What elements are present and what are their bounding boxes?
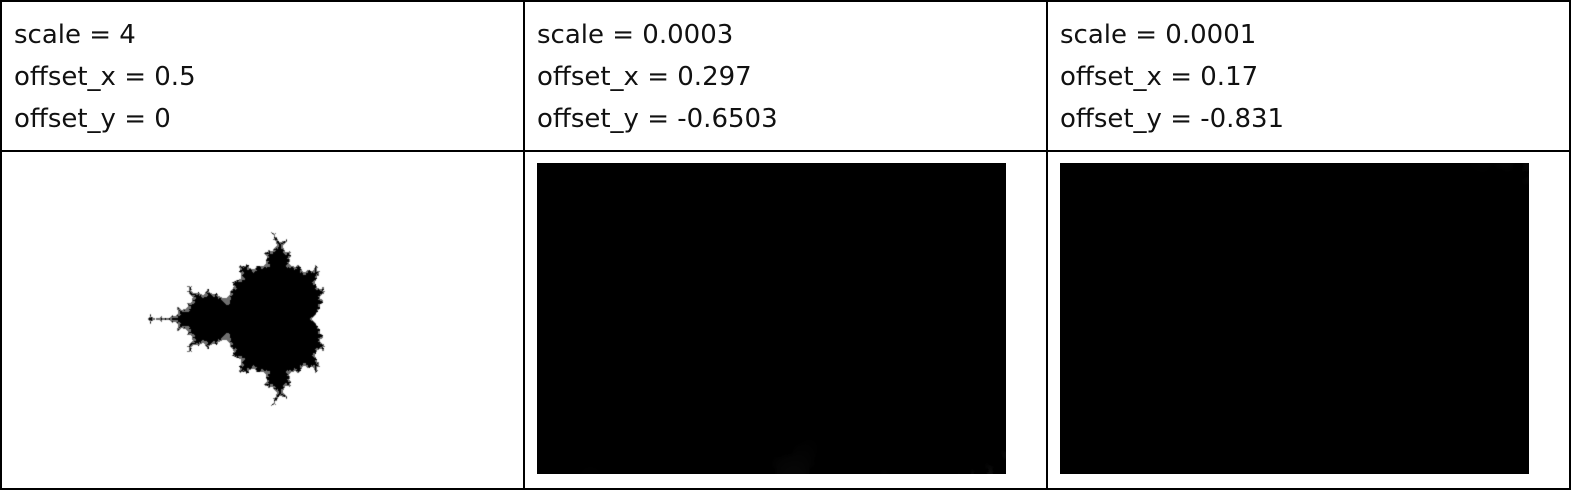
panel-1-fractal-frame [14, 163, 483, 474]
panel-1-mandelbrot-image [14, 163, 483, 474]
panel-3-scale: scale = 0.0001 [1060, 20, 1257, 50]
panel-2-parameters: scale = 0.0003 offset_x = 0.297 offset_y… [523, 0, 1048, 152]
panel-2-offset-y: offset_y = -0.6503 [537, 104, 778, 134]
panel-1-parameters: scale = 4 offset_x = 0.5 offset_y = 0 [0, 0, 525, 152]
panel-2-offset-x: offset_x = 0.297 [537, 62, 752, 92]
panel-3-offset-y: offset_y = -0.831 [1060, 104, 1285, 134]
panel-3-image-cell [1046, 150, 1571, 490]
panel-2-scale: scale = 0.0003 [537, 20, 734, 50]
panel-3-fractal-frame [1060, 163, 1529, 474]
panel-1-image-cell [0, 150, 525, 490]
panel-2-image-cell [523, 150, 1048, 490]
parameters-row: scale = 4 offset_x = 0.5 offset_y = 0 sc… [0, 0, 1571, 152]
panel-3-mandelbrot-image [1060, 163, 1529, 474]
panel-1-offset-y: offset_y = 0 [14, 104, 171, 134]
panel-2-fractal-frame [537, 163, 1006, 474]
panel-3-parameters: scale = 0.0001 offset_x = 0.17 offset_y … [1046, 0, 1571, 152]
images-row [0, 150, 1571, 490]
panel-1-offset-x: offset_x = 0.5 [14, 62, 196, 92]
panel-3-offset-x: offset_x = 0.17 [1060, 62, 1259, 92]
panel-1-scale: scale = 4 [14, 20, 136, 50]
panel-2-mandelbrot-image [537, 163, 1006, 474]
